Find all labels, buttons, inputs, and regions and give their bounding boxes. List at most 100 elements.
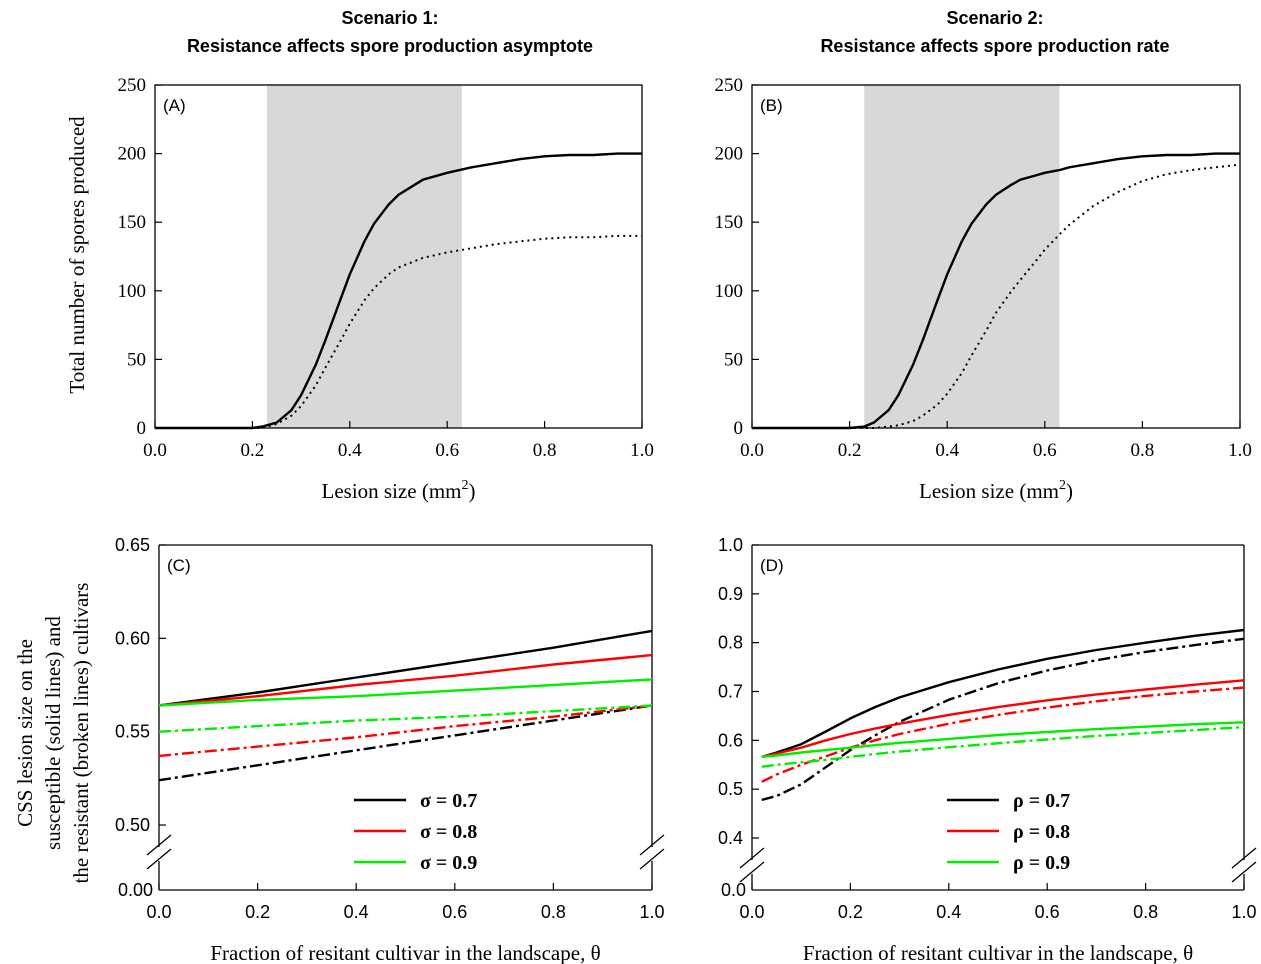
y-tick-label: 0.60 xyxy=(115,628,150,648)
plot-frame xyxy=(154,84,643,429)
x-tick-label: 1.0 xyxy=(639,902,664,922)
axis-break-mark xyxy=(1231,847,1257,869)
panel-label: (A) xyxy=(163,96,186,115)
panel-label: (C) xyxy=(167,556,191,575)
x-tick-label: 0.4 xyxy=(338,440,362,461)
y-tick-label: 0.00 xyxy=(118,880,153,900)
shaded-region xyxy=(864,85,1060,428)
series-line xyxy=(761,679,1245,759)
x-tick-label: 0.2 xyxy=(838,440,862,461)
y-tick-label: 0.50 xyxy=(115,815,150,835)
x-tick-label: 0.4 xyxy=(935,440,959,461)
x-axis-label: Fraction of resitant cultivar in the lan… xyxy=(803,941,1193,964)
y-tick-label: 250 xyxy=(715,75,744,96)
panel-1: 0.0 0.2 0.4 0.6 0.8 1.0 0 50 100 150 200 250 (B) Lesi… xyxy=(715,75,1252,503)
series-line xyxy=(761,686,1245,783)
y-tick-label: 0 xyxy=(137,418,147,439)
x-tick-label: 0.8 xyxy=(541,902,566,922)
series-line xyxy=(761,628,1245,759)
x-tick-label: 0.8 xyxy=(1133,902,1158,922)
legend-label: σ = 0.9 xyxy=(420,852,477,874)
y-tick-label: 50 xyxy=(127,349,146,370)
axis-break-mark xyxy=(739,847,765,869)
series-line xyxy=(761,637,1245,802)
y-tick-label: 200 xyxy=(715,144,744,165)
series-line xyxy=(158,704,653,782)
axis-break-mark xyxy=(639,834,665,856)
series-line xyxy=(158,678,653,707)
plot-frame xyxy=(751,84,1241,429)
x-tick-label: 0.8 xyxy=(533,440,557,461)
title-scenario-1-line1: Scenario 1: xyxy=(341,8,438,28)
title-scenario-2-line1: Scenario 2: xyxy=(946,8,1043,28)
x-tick-label: 0.6 xyxy=(1035,902,1060,922)
y-tick-label: 150 xyxy=(715,212,744,233)
x-tick-label: 0.8 xyxy=(1131,440,1155,461)
series-line xyxy=(752,163,1241,429)
x-tick-label: 0.2 xyxy=(245,902,270,922)
y-tick-label: 0.4 xyxy=(718,828,743,848)
series-line xyxy=(158,653,653,707)
axis-break-mark xyxy=(1231,861,1257,883)
legend-label: ρ = 0.9 xyxy=(1013,852,1070,874)
axis-break-mark xyxy=(639,848,665,870)
panel-label: (B) xyxy=(760,96,783,115)
y-tick-label: 150 xyxy=(118,212,147,233)
y-tick-label: 0.7 xyxy=(718,682,743,702)
x-tick-label: 0.0 xyxy=(739,902,764,922)
series-line xyxy=(158,704,653,733)
x-tick-label: 1.0 xyxy=(630,440,654,461)
shaded-region xyxy=(267,85,462,428)
title-scenario-2-line2: Resistance affects spore production rate xyxy=(820,36,1169,56)
x-tick-label: 1.0 xyxy=(1231,902,1256,922)
y-tick-label: 0.0 xyxy=(721,880,746,900)
y-tick-label: 100 xyxy=(715,281,744,302)
y-tick-label: 0.8 xyxy=(718,633,743,653)
y-axis-label-css-line3: the resistant (broken lines) cultivars xyxy=(69,583,93,884)
axis-break-mark xyxy=(146,834,172,856)
series-line xyxy=(761,721,1245,759)
y-tick-label: 0.9 xyxy=(718,584,743,604)
x-tick-label: 0.4 xyxy=(936,902,961,922)
series-line xyxy=(155,152,642,430)
x-axis-label-rest: ) xyxy=(468,479,475,503)
y-tick-label: 250 xyxy=(118,75,147,96)
x-tick-label: 0.6 xyxy=(442,902,467,922)
y-axis-label-css-line1: CSS lesion size on the xyxy=(13,639,37,827)
panel-3: 0.0 0.2 0.4 0.6 0.8 1.0 0.0 0.4 0.5 0.6 0.7 0.8 0.9 1… xyxy=(718,535,1257,964)
y-tick-label: 0.65 xyxy=(115,535,150,555)
panel-2: 0.0 0.2 0.4 0.6 0.8 1.0 0.00 0.50 0.55 0.60 0.65 (C… xyxy=(115,535,665,964)
y-tick-label: 1.0 xyxy=(718,535,743,555)
x-tick-label: 0.4 xyxy=(344,902,369,922)
y-tick-label: 200 xyxy=(118,144,147,165)
x-tick-label: 0.2 xyxy=(838,902,863,922)
x-tick-label: 0.6 xyxy=(1033,440,1057,461)
legend-label: σ = 0.7 xyxy=(420,790,477,812)
panel-label: (D) xyxy=(760,556,784,575)
y-tick-label: 100 xyxy=(118,281,147,302)
series-line xyxy=(761,725,1245,768)
series-line xyxy=(158,629,653,707)
x-tick-label: 0.0 xyxy=(143,440,167,461)
y-tick-label: 0.55 xyxy=(115,722,150,742)
axis-break-mark xyxy=(146,848,172,870)
x-tick-label: 0.6 xyxy=(435,440,459,461)
series-line xyxy=(158,704,653,758)
x-axis-label: Lesion size (mm2) xyxy=(919,478,1073,503)
x-axis-label: Lesion size (mm2) xyxy=(322,478,476,503)
x-tick-label: 0.0 xyxy=(740,440,764,461)
series-line xyxy=(752,152,1240,430)
x-tick-label: 1.0 xyxy=(1228,440,1252,461)
y-tick-label: 50 xyxy=(724,349,743,370)
axis-break-mark xyxy=(739,861,765,883)
x-tick-label: 0.2 xyxy=(241,440,265,461)
y-axis-label-css-line2: susceptible (solid lines) and xyxy=(41,616,65,850)
y-axis-label-spores: Total number of spores produced xyxy=(65,116,89,394)
y-tick-label: 0.5 xyxy=(718,779,743,799)
legend-label: ρ = 0.8 xyxy=(1013,821,1070,843)
x-axis-label-rest: ) xyxy=(1066,479,1073,503)
series-line xyxy=(155,234,642,429)
superscript: 2 xyxy=(461,478,468,493)
panel-0: 0.0 0.2 0.4 0.6 0.8 1.0 0 50 100 150 200 250 (A) Lesi… xyxy=(118,75,654,503)
